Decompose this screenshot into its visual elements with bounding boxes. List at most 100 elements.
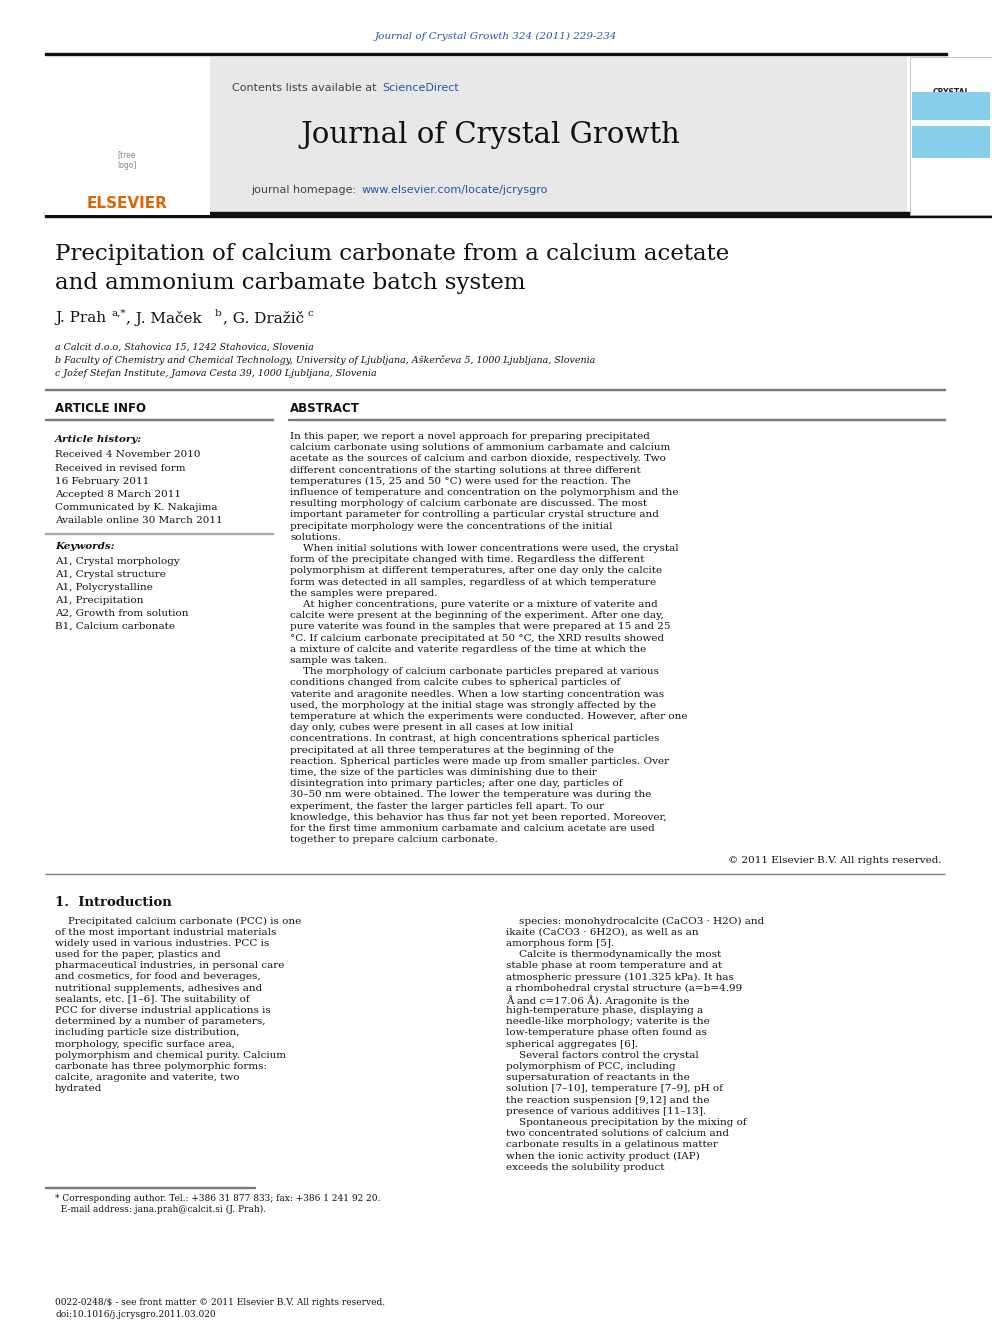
Text: carbonate has three polymorphic forms:: carbonate has three polymorphic forms:	[55, 1062, 267, 1072]
Text: doi:10.1016/j.jcrysgro.2011.03.020: doi:10.1016/j.jcrysgro.2011.03.020	[55, 1310, 215, 1319]
Text: solutions.: solutions.	[290, 533, 340, 542]
Text: and ammonium carbamate batch system: and ammonium carbamate batch system	[55, 273, 526, 294]
Text: Å and c=17.06 Å). Aragonite is the: Å and c=17.06 Å). Aragonite is the	[506, 995, 689, 1005]
Text: spherical aggregates [6].: spherical aggregates [6].	[506, 1040, 638, 1049]
Text: In this paper, we report a novel approach for preparing precipitated: In this paper, we report a novel approac…	[290, 433, 650, 441]
Text: 16 February 2011: 16 February 2011	[55, 478, 149, 486]
Text: Spontaneous precipitation by the mixing of: Spontaneous precipitation by the mixing …	[506, 1118, 747, 1127]
Text: amorphous form [5].: amorphous form [5].	[506, 939, 614, 947]
Text: 0022-0248/$ - see front matter © 2011 Elsevier B.V. All rights reserved.: 0022-0248/$ - see front matter © 2011 El…	[55, 1298, 385, 1307]
Text: Calcite is thermodynamically the most: Calcite is thermodynamically the most	[506, 950, 721, 959]
Text: concentrations. In contrast, at high concentrations spherical particles: concentrations. In contrast, at high con…	[290, 734, 660, 744]
Text: sample was taken.: sample was taken.	[290, 656, 387, 665]
Text: calcium carbonate using solutions of ammonium carbamate and calcium: calcium carbonate using solutions of amm…	[290, 443, 671, 452]
Text: sealants, etc. [1–6]. The suitability of: sealants, etc. [1–6]. The suitability of	[55, 995, 250, 1004]
Text: acetate as the sources of calcium and carbon dioxide, respectively. Two: acetate as the sources of calcium and ca…	[290, 454, 666, 463]
Text: When initial solutions with lower concentrations were used, the crystal: When initial solutions with lower concen…	[290, 544, 679, 553]
Text: including particle size distribution,: including particle size distribution,	[55, 1028, 239, 1037]
Text: calcite, aragonite and vaterite, two: calcite, aragonite and vaterite, two	[55, 1073, 239, 1082]
Text: a mixture of calcite and vaterite regardless of the time at which the: a mixture of calcite and vaterite regard…	[290, 644, 646, 654]
Text: °C. If calcium carbonate precipitated at 50 °C, the XRD results showed: °C. If calcium carbonate precipitated at…	[290, 634, 664, 643]
Bar	[45, 53, 947, 56]
Text: , J. Maček: , J. Maček	[126, 311, 206, 325]
Text: Received 4 November 2010: Received 4 November 2010	[55, 450, 200, 459]
Text: Keywords:: Keywords:	[55, 542, 115, 550]
Text: c: c	[308, 308, 313, 318]
Text: Communicated by K. Nakajima: Communicated by K. Nakajima	[55, 503, 217, 512]
Text: Precipitation of calcium carbonate from a calcium acetate: Precipitation of calcium carbonate from …	[55, 243, 729, 265]
Text: A1, Crystal morphology: A1, Crystal morphology	[55, 557, 180, 566]
Text: the reaction suspension [9,12] and the: the reaction suspension [9,12] and the	[506, 1095, 709, 1105]
Text: PCC for diverse industrial applications is: PCC for diverse industrial applications …	[55, 1005, 271, 1015]
Text: * Corresponding author. Tel.: +386 31 877 833; fax: +386 1 241 92 20.: * Corresponding author. Tel.: +386 31 87…	[55, 1193, 380, 1203]
Text: polymorphism of PCC, including: polymorphism of PCC, including	[506, 1062, 676, 1072]
Text: form was detected in all samples, regardless of at which temperature: form was detected in all samples, regard…	[290, 578, 656, 586]
Text: pharmaceutical industries, in personal care: pharmaceutical industries, in personal c…	[55, 962, 285, 970]
Text: nutritional supplements, adhesives and: nutritional supplements, adhesives and	[55, 983, 262, 992]
Bar	[45, 212, 992, 217]
Text: A1, Precipitation: A1, Precipitation	[55, 595, 144, 605]
Text: morphology, specific surface area,: morphology, specific surface area,	[55, 1040, 235, 1049]
Text: © 2011 Elsevier B.V. All rights reserved.: © 2011 Elsevier B.V. All rights reserved…	[728, 856, 942, 865]
Text: ScienceDirect: ScienceDirect	[382, 83, 458, 93]
Text: hydrated: hydrated	[55, 1085, 102, 1093]
Text: The morphology of calcium carbonate particles prepared at various: The morphology of calcium carbonate part…	[290, 667, 659, 676]
Text: reaction. Spherical particles were made up from smaller particles. Over: reaction. Spherical particles were made …	[290, 757, 670, 766]
Text: day only, cubes were present in all cases at low initial: day only, cubes were present in all case…	[290, 724, 573, 732]
Text: low-temperature phase often found as: low-temperature phase often found as	[506, 1028, 707, 1037]
Text: ABSTRACT: ABSTRACT	[290, 401, 360, 414]
Text: B1, Calcium carbonate: B1, Calcium carbonate	[55, 622, 175, 631]
Text: two concentrated solutions of calcium and: two concentrated solutions of calcium an…	[506, 1130, 729, 1138]
Text: determined by a number of parameters,: determined by a number of parameters,	[55, 1017, 266, 1027]
Text: form of the precipitate changed with time. Regardless the different: form of the precipitate changed with tim…	[290, 556, 645, 564]
Text: Journal of Crystal Growth: Journal of Crystal Growth	[301, 120, 680, 149]
Text: time, the size of the particles was diminishing due to their: time, the size of the particles was dimi…	[290, 767, 597, 777]
Text: used, the morphology at the initial stage was strongly affected by the: used, the morphology at the initial stag…	[290, 701, 656, 710]
Text: Contents lists available at: Contents lists available at	[232, 83, 380, 93]
Text: different concentrations of the starting solutions at three different: different concentrations of the starting…	[290, 466, 641, 475]
Text: At higher concentrations, pure vaterite or a mixture of vaterite and: At higher concentrations, pure vaterite …	[290, 601, 658, 609]
Text: solution [7–10], temperature [7–9], pH of: solution [7–10], temperature [7–9], pH o…	[506, 1085, 723, 1093]
Text: temperature at which the experiments were conducted. However, after one: temperature at which the experiments wer…	[290, 712, 687, 721]
Text: , G. Dražič: , G. Dražič	[223, 311, 309, 325]
Text: influence of temperature and concentration on the polymorphism and the: influence of temperature and concentrati…	[290, 488, 679, 497]
Text: polymorphism at different temperatures, after one day only the calcite: polymorphism at different temperatures, …	[290, 566, 662, 576]
Text: A2, Growth from solution: A2, Growth from solution	[55, 609, 188, 618]
Text: Available online 30 March 2011: Available online 30 March 2011	[55, 516, 222, 525]
Text: stable phase at room temperature and at: stable phase at room temperature and at	[506, 962, 722, 970]
Text: needle-like morphology; vaterite is the: needle-like morphology; vaterite is the	[506, 1017, 709, 1027]
Text: c Jožef Stefan Institute, Jamova Cesta 39, 1000 Ljubljana, Slovenia: c Jožef Stefan Institute, Jamova Cesta 3…	[55, 368, 377, 378]
Bar	[45, 57, 907, 216]
Text: experiment, the faster the larger particles fell apart. To our: experiment, the faster the larger partic…	[290, 802, 604, 811]
Text: ikaite (CaCO3 · 6H2O), as well as an: ikaite (CaCO3 · 6H2O), as well as an	[506, 927, 698, 937]
Text: precipitated at all three temperatures at the beginning of the: precipitated at all three temperatures a…	[290, 746, 614, 754]
Text: polymorphism and chemical purity. Calcium: polymorphism and chemical purity. Calciu…	[55, 1050, 286, 1060]
Text: ELSEVIER: ELSEVIER	[86, 197, 168, 212]
Text: widely used in various industries. PCC is: widely used in various industries. PCC i…	[55, 939, 269, 947]
Text: exceeds the solubility product: exceeds the solubility product	[506, 1163, 665, 1172]
Text: 1.  Introduction: 1. Introduction	[55, 897, 172, 909]
Text: a Calcit d.o.o, Stahovica 15, 1242 Stahovica, Slovenia: a Calcit d.o.o, Stahovica 15, 1242 Staho…	[55, 343, 313, 352]
Text: b: b	[215, 308, 222, 318]
Text: conditions changed from calcite cubes to spherical particles of: conditions changed from calcite cubes to…	[290, 679, 620, 688]
Text: important parameter for controlling a particular crystal structure and: important parameter for controlling a pa…	[290, 511, 659, 520]
Text: knowledge, this behavior has thus far not yet been reported. Moreover,: knowledge, this behavior has thus far no…	[290, 812, 667, 822]
Text: A1, Crystal structure: A1, Crystal structure	[55, 570, 166, 579]
Bar	[910, 57, 992, 216]
Text: carbonate results in a gelatinous matter: carbonate results in a gelatinous matter	[506, 1140, 718, 1150]
Text: calcite were present at the beginning of the experiment. After one day,: calcite were present at the beginning of…	[290, 611, 664, 620]
Text: for the first time ammonium carbamate and calcium acetate are used: for the first time ammonium carbamate an…	[290, 824, 655, 833]
Text: temperatures (15, 25 and 50 °C) were used for the reaction. The: temperatures (15, 25 and 50 °C) were use…	[290, 476, 631, 486]
Text: resulting morphology of calcium carbonate are discussed. The most: resulting morphology of calcium carbonat…	[290, 499, 647, 508]
Text: pure vaterite was found in the samples that were prepared at 15 and 25: pure vaterite was found in the samples t…	[290, 622, 671, 631]
Text: species: monohydrocalcite (CaCO3 · H2O) and: species: monohydrocalcite (CaCO3 · H2O) …	[506, 917, 764, 926]
Text: vaterite and aragonite needles. When a low starting concentration was: vaterite and aragonite needles. When a l…	[290, 689, 664, 699]
Text: atmospheric pressure (101.325 kPa). It has: atmospheric pressure (101.325 kPa). It h…	[506, 972, 734, 982]
Text: precipitate morphology were the concentrations of the initial: precipitate morphology were the concentr…	[290, 521, 612, 531]
Text: A1, Polycrystalline: A1, Polycrystalline	[55, 583, 153, 591]
Text: a,*: a,*	[112, 308, 127, 318]
Text: Several factors control the crystal: Several factors control the crystal	[506, 1050, 698, 1060]
Bar	[912, 126, 990, 157]
Text: together to prepare calcium carbonate.: together to prepare calcium carbonate.	[290, 835, 498, 844]
Text: journal homepage:: journal homepage:	[251, 185, 360, 194]
